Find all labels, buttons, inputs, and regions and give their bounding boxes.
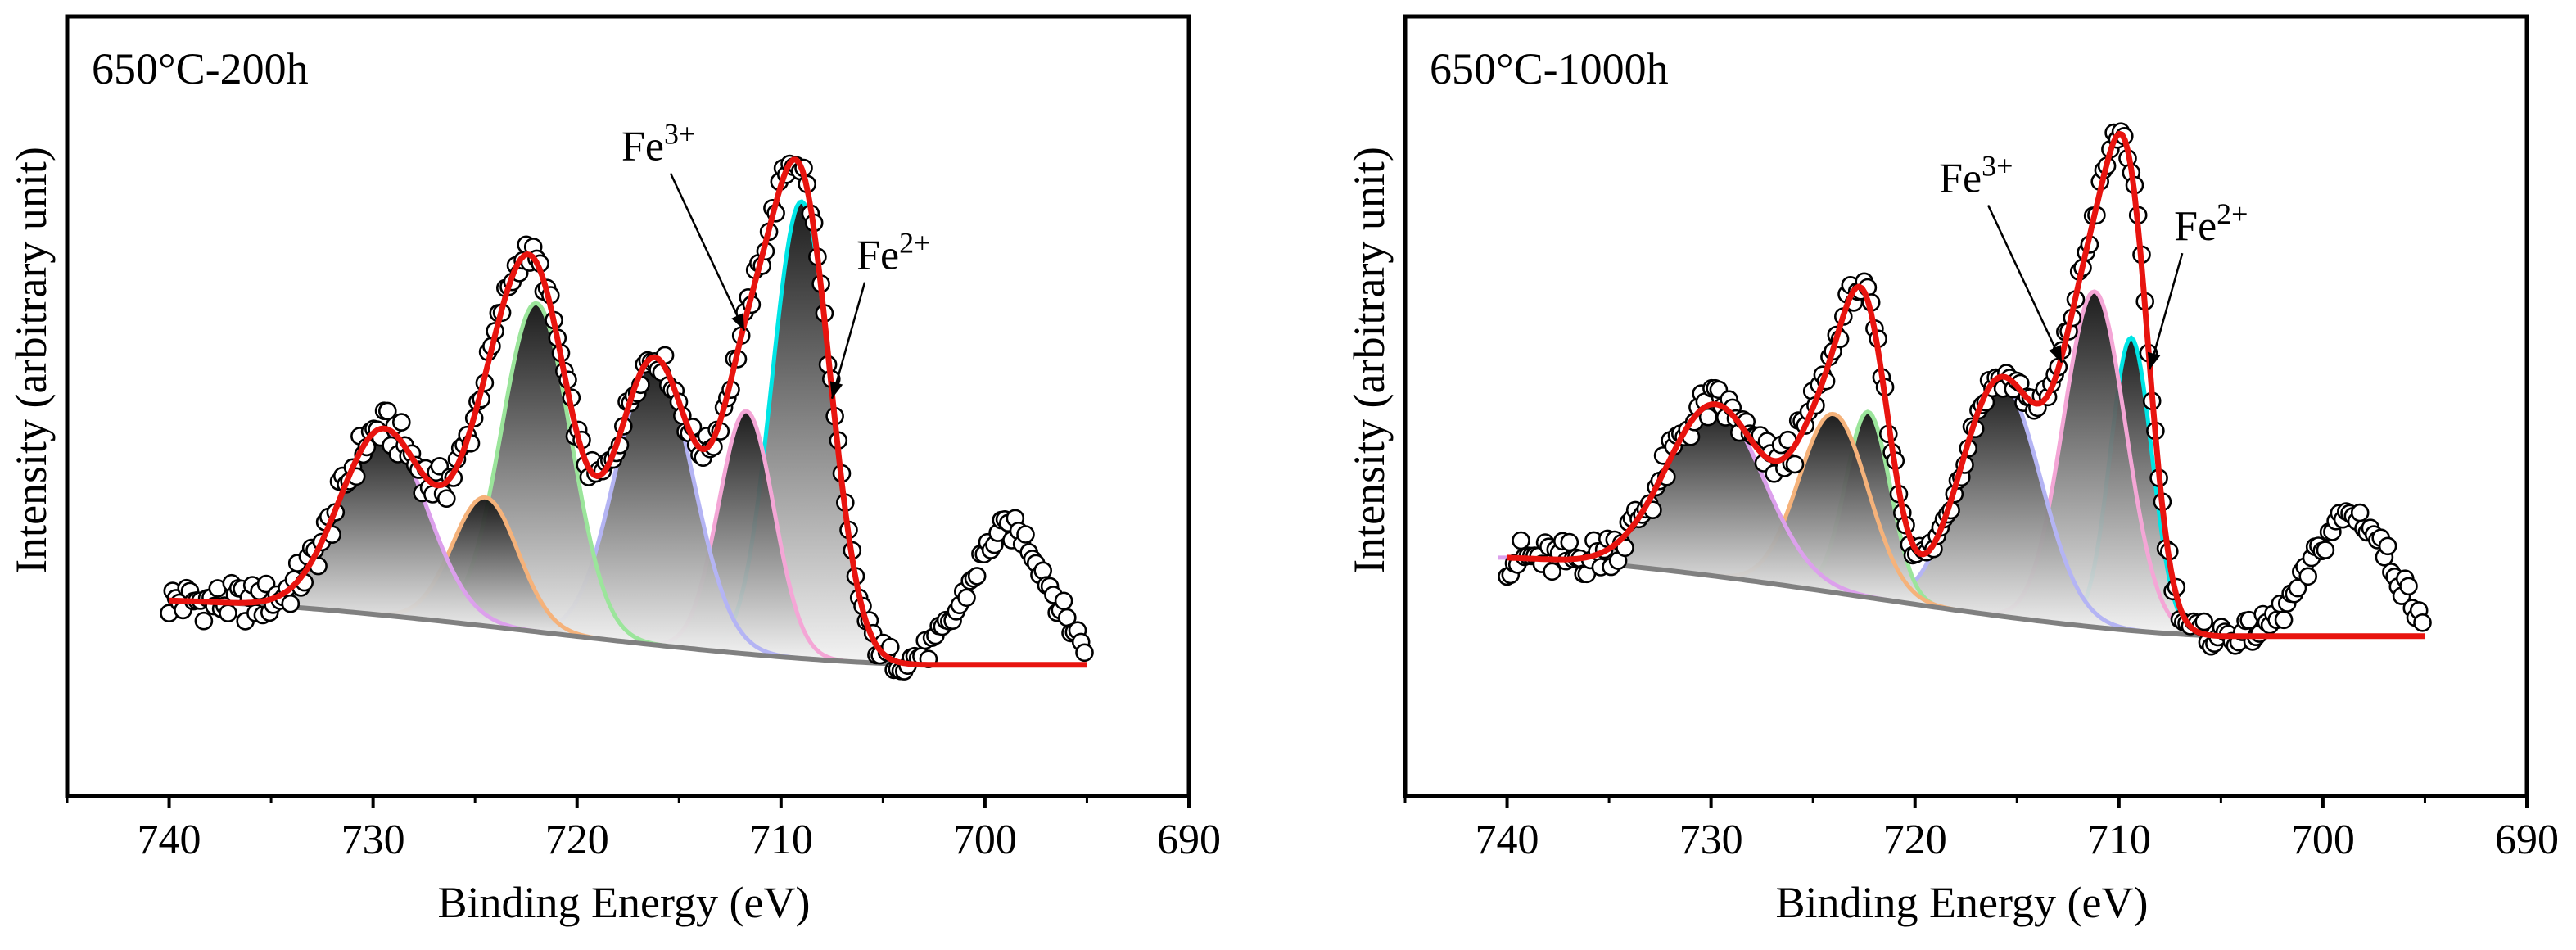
fit-component-area — [1822, 380, 2178, 635]
data-point — [1075, 643, 1094, 663]
plot-area-200h — [160, 154, 1094, 681]
annotations-200h: Fe3+ Fe2+ — [621, 118, 930, 400]
x-tick-label: 690 — [2495, 817, 2559, 863]
data-point — [1016, 525, 1035, 544]
fit-envelope — [1507, 130, 2425, 640]
fit-component-area — [381, 303, 690, 649]
annotations-1000h: Fe3+ Fe2+ — [1939, 150, 2248, 370]
data-point — [1512, 531, 1530, 550]
x-axis-title: Binding Energy (eV) — [438, 878, 811, 927]
fit-envelope — [169, 156, 1087, 668]
peak-annotation: Fe3+ — [1939, 150, 2063, 364]
data-point — [391, 413, 411, 432]
annotation-arrow — [2148, 252, 2184, 370]
annotation-label: Fe3+ — [1939, 150, 2013, 202]
data-point — [881, 637, 900, 657]
sample-label: 650°C-1000h — [1430, 44, 1669, 93]
data-point — [1543, 562, 1561, 581]
annotation-label: Fe2+ — [856, 227, 930, 279]
data-point — [2316, 541, 2335, 559]
annotation-arrowhead — [2049, 345, 2063, 363]
data-point — [2378, 536, 2397, 556]
data-point — [1054, 591, 1073, 611]
plot-frame — [1403, 14, 2529, 798]
data-point — [1785, 455, 1805, 474]
x-tick-label: 740 — [1476, 817, 1539, 863]
x-tick-label: 720 — [1883, 817, 1947, 863]
x-tick-label: 740 — [138, 817, 201, 863]
fit-component-area — [337, 497, 632, 643]
y-axis-title: Intensity (arbitrary unit) — [1344, 147, 1394, 574]
fit-component-area — [484, 359, 825, 660]
x-tick-label: 710 — [749, 817, 813, 863]
panel-650c-1000h: 740 730 720 710 700 690 650°C-1000h Binding E… — [1344, 14, 2559, 927]
data-point — [2298, 567, 2317, 586]
panel-650c-200h: 740 730 720 710 700 690 650°C-200h Binding En… — [7, 14, 1221, 927]
x-axis-1000h: 740 730 720 710 700 690 — [1403, 796, 2559, 863]
data-point — [957, 588, 976, 608]
annotation-arrow — [830, 282, 866, 400]
data-point — [281, 594, 301, 613]
data-point — [2413, 613, 2432, 632]
data-point — [2350, 503, 2370, 522]
annotation-arrowhead — [731, 313, 744, 331]
data-point — [219, 604, 237, 623]
y-axis-title: Intensity (arbitrary unit) — [7, 147, 56, 574]
plot-frame — [65, 14, 1191, 798]
x-tick-label: 720 — [545, 817, 609, 863]
annotation-arrow — [1986, 205, 2063, 364]
fit-component-area — [1955, 291, 2232, 636]
x-tick-label: 730 — [1679, 817, 1743, 863]
sample-label: 650°C-200h — [92, 44, 309, 93]
peak-annotation: Fe2+ — [2147, 197, 2248, 370]
x-axis-title: Binding Energy (eV) — [1776, 878, 2149, 927]
fit-component-area — [622, 411, 870, 663]
peak-annotation: Fe2+ — [829, 227, 930, 400]
x-axis-200h: 740 730 720 710 700 690 — [66, 796, 1221, 863]
x-tick-label: 730 — [341, 817, 405, 863]
fit-component-area — [189, 429, 576, 636]
data-point — [194, 611, 214, 631]
x-tick-label: 700 — [953, 817, 1017, 863]
data-point — [967, 567, 987, 586]
fit-component-area — [1678, 414, 1987, 615]
annotation-arrowhead — [2147, 351, 2161, 370]
data-point — [2194, 612, 2213, 631]
data-point — [377, 401, 397, 421]
data-point — [2399, 577, 2418, 596]
x-tick-label: 710 — [2087, 817, 2151, 863]
data-point — [436, 489, 456, 509]
peak-annotation: Fe3+ — [621, 118, 746, 332]
data-point — [2274, 610, 2294, 630]
annotation-arrow — [669, 173, 746, 332]
plot-area-1000h — [1498, 122, 2432, 656]
annotation-label: Fe3+ — [621, 118, 695, 170]
annotation-label: Fe2+ — [2174, 197, 2248, 250]
x-tick-label: 700 — [2291, 817, 2355, 863]
x-tick-label: 690 — [1157, 817, 1221, 863]
annotation-arrowhead — [829, 381, 843, 399]
fit-component-area — [669, 201, 932, 665]
data-point — [1560, 532, 1579, 552]
